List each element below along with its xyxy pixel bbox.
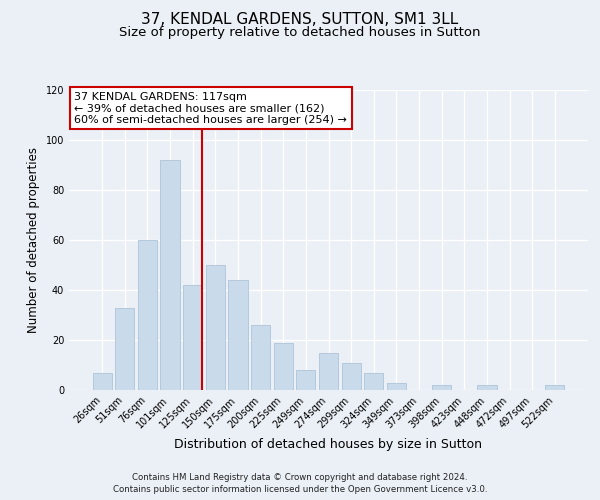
Bar xyxy=(115,308,134,390)
Bar xyxy=(387,382,406,390)
Bar xyxy=(160,160,180,390)
Bar xyxy=(545,385,565,390)
Bar xyxy=(341,362,361,390)
Bar xyxy=(229,280,248,390)
Text: Size of property relative to detached houses in Sutton: Size of property relative to detached ho… xyxy=(119,26,481,39)
Bar xyxy=(432,385,451,390)
Y-axis label: Number of detached properties: Number of detached properties xyxy=(27,147,40,333)
Bar xyxy=(296,370,316,390)
Text: Contains HM Land Registry data © Crown copyright and database right 2024.: Contains HM Land Registry data © Crown c… xyxy=(132,472,468,482)
Bar xyxy=(183,285,202,390)
Text: 37 KENDAL GARDENS: 117sqm
← 39% of detached houses are smaller (162)
60% of semi: 37 KENDAL GARDENS: 117sqm ← 39% of detac… xyxy=(74,92,347,124)
Bar xyxy=(206,265,225,390)
Bar xyxy=(251,325,270,390)
Bar xyxy=(364,372,383,390)
Bar xyxy=(92,372,112,390)
Bar xyxy=(319,352,338,390)
Text: 37, KENDAL GARDENS, SUTTON, SM1 3LL: 37, KENDAL GARDENS, SUTTON, SM1 3LL xyxy=(142,12,458,28)
Text: Contains public sector information licensed under the Open Government Licence v3: Contains public sector information licen… xyxy=(113,485,487,494)
Bar xyxy=(477,385,497,390)
X-axis label: Distribution of detached houses by size in Sutton: Distribution of detached houses by size … xyxy=(175,438,482,451)
Bar xyxy=(274,342,293,390)
Bar xyxy=(138,240,157,390)
